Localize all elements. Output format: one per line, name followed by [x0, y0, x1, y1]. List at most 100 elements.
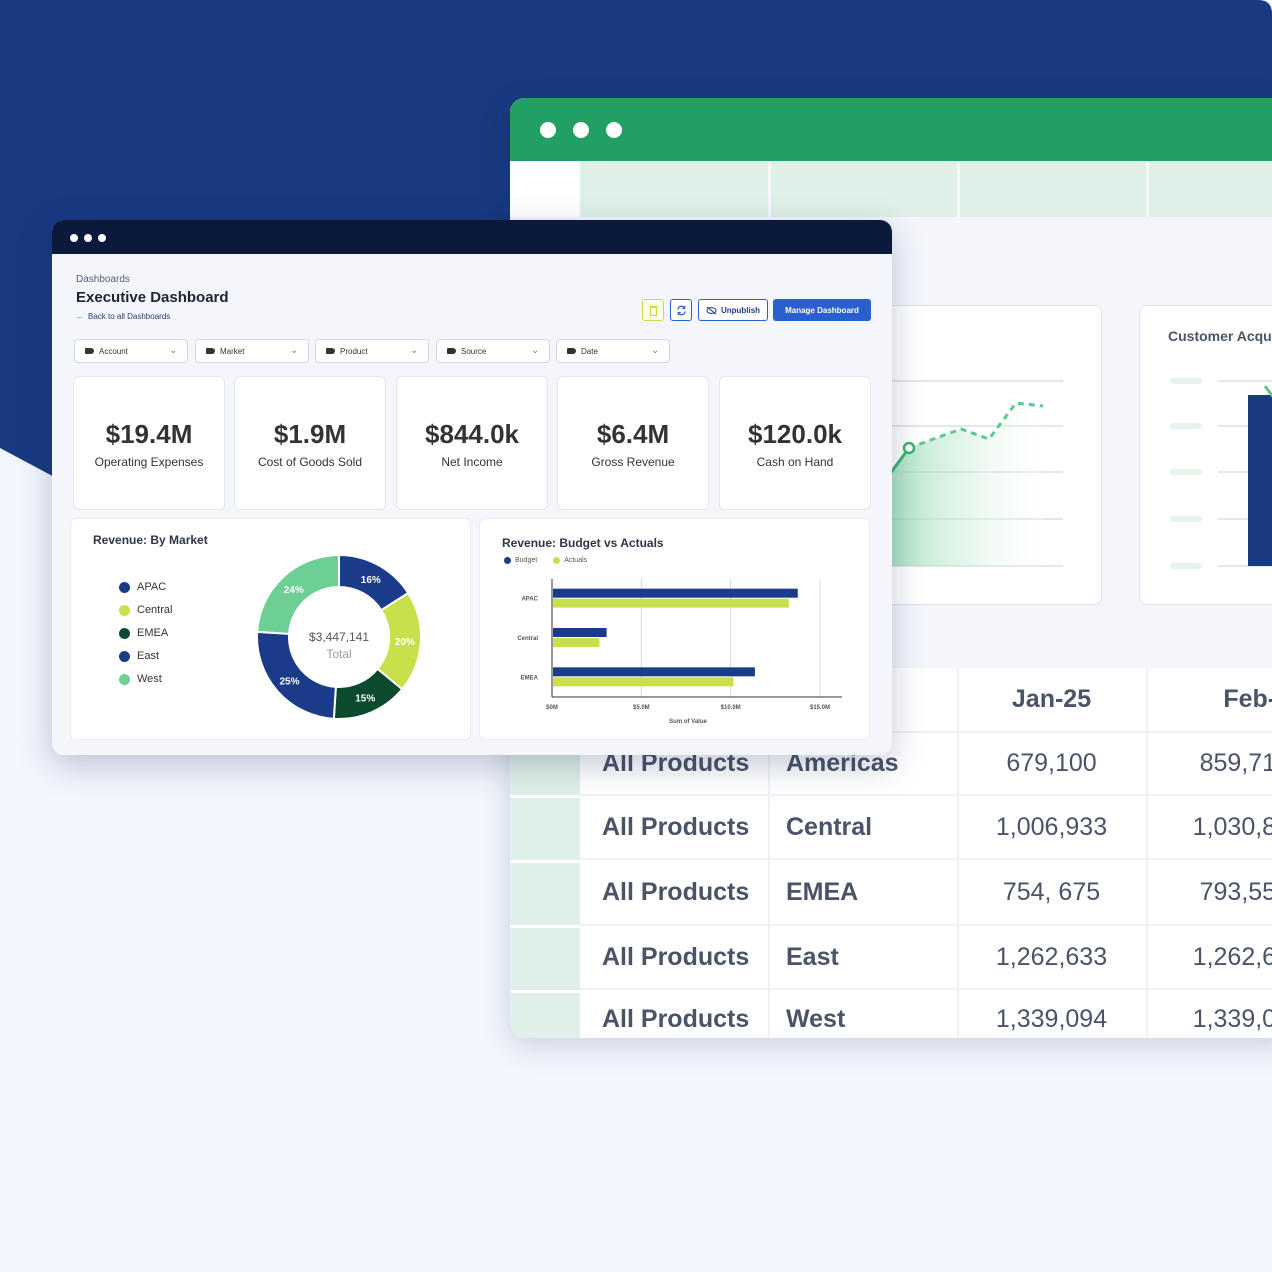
column-divider: [768, 668, 770, 1038]
feb-value-cell[interactable]: 859,716: [1199, 749, 1272, 777]
legend-swatch: [119, 604, 130, 616]
filter-label: Account: [99, 346, 128, 356]
donut-slice: [256, 553, 340, 635]
kpi-label: Operating Expenses: [94, 455, 204, 469]
kpi-card[interactable]: $19.4M Operating Expenses: [73, 376, 225, 510]
bar-budget: [553, 628, 607, 637]
page-title: Executive Dashboard: [76, 289, 229, 306]
column-divider: [1146, 668, 1148, 1038]
unpublish-label: Unpublish: [720, 305, 761, 315]
chevron-down-icon: ⌄: [169, 345, 177, 355]
card-title: Customer Acqui: [1168, 328, 1272, 344]
bar: [1248, 395, 1272, 566]
jan-value-cell[interactable]: 1,006,933: [995, 812, 1108, 841]
jan-value-cell[interactable]: 754, 675: [1002, 877, 1101, 906]
window-dot-icon[interactable]: [70, 234, 78, 242]
slice-label: 16%: [361, 575, 381, 586]
feb-value-cell[interactable]: 1,262,63: [1192, 942, 1272, 971]
product-cell[interactable]: All Products: [602, 877, 750, 906]
kpi-card[interactable]: $120.0k Cash on Hand: [719, 376, 871, 510]
acquisition-bar-chart: [1170, 378, 1272, 569]
feb-value-cell[interactable]: 1,030,85: [1192, 812, 1272, 841]
donut-center-value: $3,447,141: [309, 630, 369, 644]
legend-item[interactable]: EMEA: [119, 627, 168, 639]
revenue-donut-chart: $3,447,141 Total 16% 20% 15% 25% 24%: [256, 553, 422, 720]
legend-swatch: [553, 557, 561, 564]
feb-value-cell[interactable]: 793,552: [1199, 877, 1272, 906]
kpi-card[interactable]: $844.0k Net Income: [396, 376, 548, 510]
product-cell[interactable]: All Products: [602, 942, 750, 971]
window-dot-icon[interactable]: [540, 122, 556, 138]
growth-chart-card: [879, 305, 1102, 605]
kpi-value: $1.9M: [273, 419, 347, 449]
column-header[interactable]: [1149, 161, 1272, 217]
bar-budget: [553, 667, 755, 677]
unpublish-button[interactable]: Unpublish: [698, 299, 768, 321]
column-header-feb[interactable]: Feb-2: [1223, 685, 1272, 713]
market-cell[interactable]: EMEA: [786, 877, 859, 906]
kpi-value: $844.0k: [425, 419, 519, 449]
breadcrumb[interactable]: Dashboards: [76, 274, 130, 285]
slice-label: 15%: [355, 694, 375, 705]
tag-icon: [85, 348, 94, 354]
legend-label: West: [137, 673, 162, 685]
legend-item[interactable]: Central: [119, 604, 172, 616]
filter-product[interactable]: Product ⌄: [315, 339, 429, 363]
column-header-jan[interactable]: Jan-25: [1011, 685, 1092, 713]
legend-swatch: [504, 557, 511, 564]
column-header[interactable]: [771, 161, 957, 217]
filter-label: Product: [340, 346, 368, 356]
legend-label: East: [137, 650, 160, 662]
table-row[interactable]: All Products West 1,339,094 1,339,09: [580, 990, 1272, 1038]
market-cell[interactable]: East: [786, 942, 839, 971]
legend-label: Actuals: [564, 557, 588, 564]
column-divider: [957, 668, 959, 1038]
market-cell[interactable]: West: [786, 1004, 846, 1033]
filter-date[interactable]: Date ⌄: [556, 339, 670, 363]
jan-value-cell[interactable]: 1,262,633: [995, 942, 1108, 971]
dashboard-titlebar: [52, 220, 892, 254]
back-link[interactable]: ← Back to all Dashboards: [76, 312, 170, 321]
filter-source[interactable]: Source ⌄: [436, 339, 550, 363]
window-dot-icon[interactable]: [573, 122, 589, 138]
jan-value-cell[interactable]: 679,100: [1006, 749, 1097, 777]
market-cell[interactable]: Central: [786, 812, 873, 841]
column-header[interactable]: [960, 161, 1146, 217]
legend-item[interactable]: East: [119, 650, 159, 662]
budget-vs-actuals-panel: Revenue: Budget vs Actuals Budget Actual…: [479, 518, 870, 740]
legend-item[interactable]: West: [119, 673, 162, 685]
tag-icon: [206, 348, 215, 354]
delete-button[interactable]: [642, 299, 664, 321]
growth-line-chart: [879, 380, 1063, 567]
x-tick-label: $10.0M: [721, 705, 741, 711]
refresh-button[interactable]: [670, 299, 692, 321]
product-cell[interactable]: All Products: [602, 812, 750, 841]
column-header[interactable]: [580, 161, 768, 217]
jan-value-cell[interactable]: 1,339,094: [995, 1004, 1108, 1033]
bar-actuals: [553, 598, 789, 608]
feb-value-cell[interactable]: 1,339,09: [1192, 1004, 1272, 1033]
filter-market[interactable]: Market ⌄: [195, 339, 309, 363]
kpi-card[interactable]: $1.9M Cost of Goods Sold: [234, 376, 386, 510]
dashboard-window: Dashboards Executive Dashboard ← Back to …: [52, 220, 892, 755]
axis-label-placeholder: [1170, 516, 1202, 522]
kpi-card[interactable]: $6.4M Gross Revenue: [557, 376, 709, 510]
tag-icon: [447, 348, 456, 354]
customer-acquisition-card: Customer Acqui: [1139, 305, 1272, 605]
table-row[interactable]: All Products East 1,262,633 1,262,63: [580, 926, 1272, 990]
panel-title: Revenue: By Market: [93, 533, 208, 547]
window-dot-icon[interactable]: [98, 234, 106, 242]
eye-off-icon: [706, 305, 717, 315]
window-dot-icon[interactable]: [84, 234, 92, 242]
product-cell[interactable]: All Products: [602, 1004, 750, 1033]
donut-slice: [256, 630, 337, 720]
filter-account[interactable]: Account ⌄: [74, 339, 188, 363]
window-dot-icon[interactable]: [606, 122, 622, 138]
legend-item[interactable]: APAC: [119, 581, 166, 593]
manage-dashboard-button[interactable]: Manage Dashboard: [773, 299, 871, 321]
slice-label: 24%: [284, 585, 304, 596]
table-row[interactable]: All Products Central 1,006,933 1,030,85: [580, 796, 1272, 860]
trend-line: [1263, 385, 1272, 398]
row-divider: [510, 925, 580, 928]
table-row[interactable]: All Products EMEA 754, 675 793,552: [580, 860, 1272, 926]
